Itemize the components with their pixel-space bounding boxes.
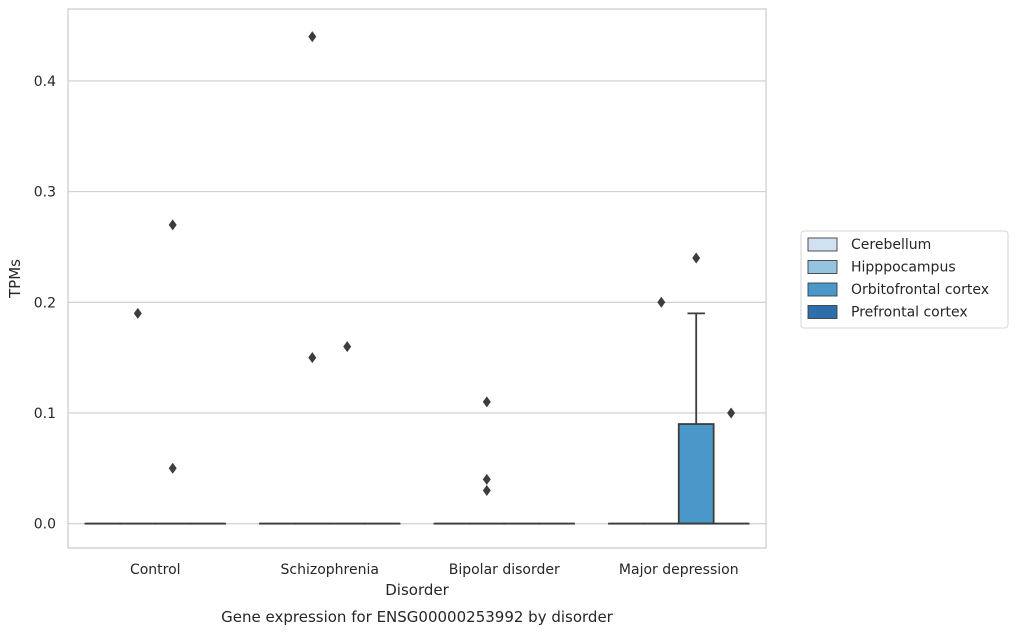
legend-swatch [807,305,838,319]
legend-label: Prefrontal cortex [851,305,968,321]
legend-swatch [807,237,838,252]
outlier-point [482,484,491,496]
x-tick-label: Schizophrenia [281,562,379,578]
y-axis-ticks: 0.0 0.1 0.2 0.3 0.4 [34,74,56,533]
x-tick-label: Major depression [619,562,739,578]
outlier-point [482,396,491,408]
legend-swatch [807,260,838,274]
outlier-point [657,296,666,308]
legend-label: Cerebellum [851,237,931,253]
outlier-point [692,252,701,264]
outliers [133,31,736,496]
legend[interactable]: Cerebellum Hipppocampus Orbitofrontal cort… [800,230,1009,329]
outlier-point [168,462,177,474]
y-tick-label: 0.0 [34,517,56,533]
outlier-point [168,219,177,231]
legend-label: Hipppocampus [851,260,956,276]
y-axis-label: TPMs [6,259,24,299]
outlier-point [133,307,142,319]
legend-frame [800,230,1009,329]
outlier-point [308,31,317,43]
x-axis-label: Disorder [385,581,449,599]
y-tick-label: 0.2 [34,295,56,311]
legend-label: Orbitofrontal cortex [851,282,989,298]
x-tick-label: Bipolar disorder [449,562,560,578]
legend-swatch [807,282,838,297]
y-tick-label: 0.4 [34,74,56,90]
outlier-point [727,407,736,419]
y-tick-label: 0.3 [34,185,56,201]
box-orbitofrontal-cortex [677,423,715,525]
plot-area-frame [67,8,767,549]
boxes [84,312,750,525]
outlier-point [343,341,352,353]
y-tick-label: 0.1 [34,406,56,422]
x-axis-ticks: Control Schizophrenia Bipolar disorder Majo… [130,562,739,578]
outlier-point [308,352,317,364]
chart-title: Gene expression for ENSG00000253992 by d… [221,608,614,626]
outlier-point [482,473,491,485]
x-tick-label: Control [130,562,181,578]
